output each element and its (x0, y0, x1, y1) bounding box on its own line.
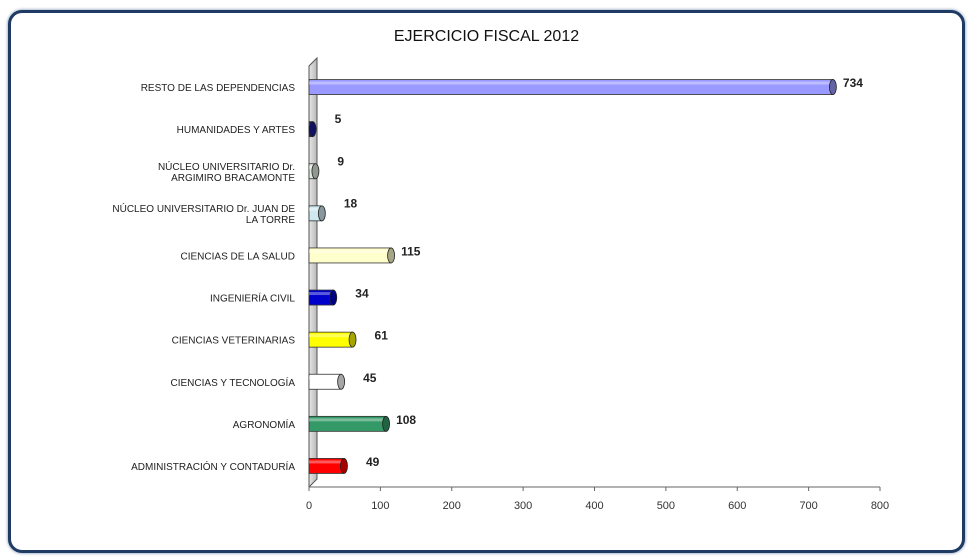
bar (308, 121, 317, 138)
bar (308, 415, 390, 432)
chart-title: EJERCICIO FISCAL 2012 (393, 28, 580, 45)
category-label: RESTO DE LAS DEPENDENCIAS (141, 83, 296, 94)
bar-end-cap (387, 247, 395, 264)
bar-value-label: 5 (335, 112, 342, 126)
bar (308, 373, 346, 390)
bar-value-label: 108 (396, 413, 416, 427)
bar-value-label: 45 (363, 371, 377, 385)
bar-value-label: 49 (366, 455, 380, 469)
bar (308, 205, 326, 222)
bar (308, 331, 357, 348)
bar-end-cap (329, 289, 338, 306)
bar-highlight (309, 418, 387, 422)
bar-value-label: 18 (344, 196, 358, 210)
x-tick-label: 300 (514, 500, 532, 512)
x-tick-label: 400 (585, 500, 603, 512)
bar (308, 289, 338, 306)
x-tick-label: 600 (728, 500, 746, 512)
category-label: HUMANIDADES Y ARTES (177, 125, 296, 136)
category-label: CIENCIAS Y TECNOLOGÍA (171, 376, 296, 389)
x-tick-label: 500 (657, 500, 675, 512)
labels: 734 RESTO DE LAS DEPENDENCIAS 5 HUMANIDADES… (112, 76, 863, 473)
bar-end-cap (828, 79, 837, 95)
bar-value-label: 9 (337, 154, 344, 168)
x-tick-label: 700 (799, 500, 817, 512)
chart-frame (8, 10, 965, 553)
bar-end-cap (382, 415, 390, 432)
bar-end-cap (311, 163, 320, 180)
category-label: NÚCLEO UNIVERSITARIO Dr. JUAN DE (112, 202, 295, 215)
bar-highlight (309, 460, 344, 464)
bar (308, 79, 837, 95)
category-label: NÚCLEO UNIVERSITARIO Dr. (158, 160, 295, 173)
bar (308, 163, 320, 180)
x-tick-label: 100 (371, 500, 389, 512)
bar-highlight (309, 249, 392, 253)
bars (308, 79, 837, 474)
category-label: CIENCIAS VETERINARIAS (172, 336, 296, 347)
bar-value-label: 34 (355, 287, 369, 301)
x-tick-label: 800 (871, 500, 889, 512)
bar-highlight (309, 292, 334, 296)
category-label: ADMINISTRACIÓN Y CONTADURÍA (131, 460, 295, 473)
bar-end-cap (337, 373, 346, 390)
category-label: INGENIERÍA CIVIL (210, 292, 295, 305)
category-label: CIENCIAS DE LA SALUD (181, 251, 295, 262)
x-tick-label: 0 (306, 500, 312, 512)
category-label: LA TORRE (246, 215, 295, 226)
category-label: AGRONOMÍA (233, 418, 296, 431)
x-tick-label: 200 (443, 500, 461, 512)
bar-end-cap (308, 121, 317, 138)
bar-end-cap (340, 458, 348, 474)
bar-end-cap (317, 205, 326, 222)
category-label: ARGIMIRO BRACAMONTE (171, 173, 295, 184)
bar-end-cap (348, 331, 357, 348)
bar-highlight (309, 376, 342, 380)
bar-highlight (309, 81, 833, 85)
bar (308, 247, 395, 264)
bar-value-label: 734 (843, 76, 863, 90)
bar (308, 458, 348, 474)
bar-value-label: 61 (375, 329, 389, 343)
bar-highlight (309, 207, 322, 211)
axes: 0 100 200 300 400 500 600 700 800 (306, 56, 889, 512)
bar-value-label: 115 (401, 244, 421, 258)
bar-highlight (309, 334, 353, 338)
